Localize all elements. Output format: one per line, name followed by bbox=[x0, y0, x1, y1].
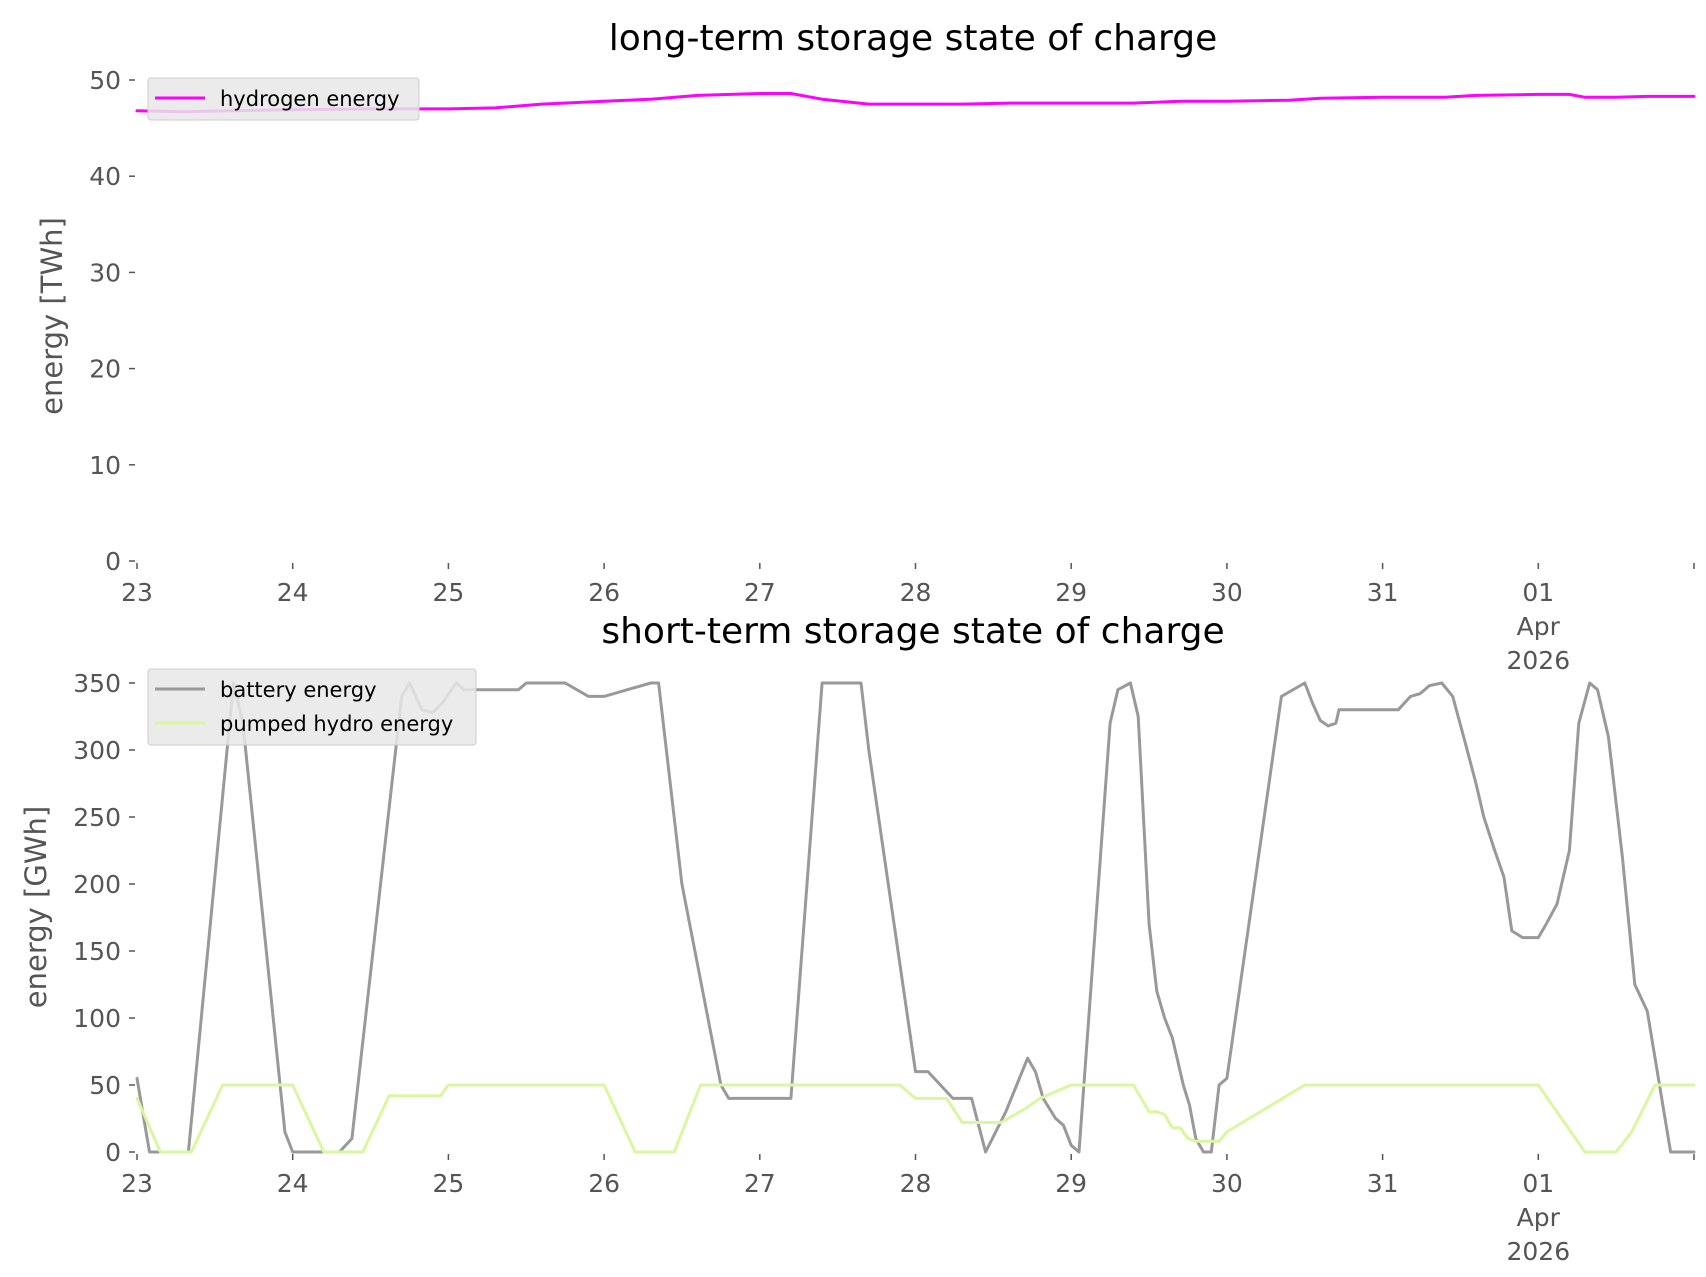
x-tick-label: 31 bbox=[1367, 1169, 1399, 1198]
y-tick-label: 300 bbox=[73, 736, 121, 765]
x-tick-label: 27 bbox=[744, 1169, 776, 1198]
chart-short-term: short-term storage state of charge energ… bbox=[19, 611, 1696, 1266]
legend-label-pumped-hydro: pumped hydro energy bbox=[220, 712, 453, 736]
y-tick-label: 100 bbox=[73, 1004, 121, 1033]
y-tick-label: 150 bbox=[73, 937, 121, 966]
x-tick-label: 2026 bbox=[1506, 646, 1570, 675]
legend-label-hydrogen: hydrogen energy bbox=[220, 87, 400, 111]
x-tick-label: 24 bbox=[277, 1169, 309, 1198]
x-axis-ticks: 23 24 25 26 27 28 29 30 31 01 Apr 2026 bbox=[121, 1154, 1695, 1266]
y-tick-label: 350 bbox=[73, 669, 121, 698]
y-tick-label: 50 bbox=[89, 1071, 121, 1100]
legend: battery energy pumped hydro energy bbox=[147, 668, 477, 746]
x-tick-label: 2026 bbox=[1506, 1237, 1570, 1266]
y-tick-label: 250 bbox=[73, 803, 121, 832]
chart-long-term: long-term storage state of charge energy… bbox=[35, 18, 1696, 675]
y-axis-label: energy [TWh] bbox=[35, 217, 69, 415]
x-tick-label: 29 bbox=[1055, 578, 1087, 607]
y-tick-label: 30 bbox=[89, 258, 121, 287]
y-tick-label: 40 bbox=[89, 162, 121, 191]
x-tick-label: 28 bbox=[900, 1169, 932, 1198]
x-tick-label: 23 bbox=[121, 578, 153, 607]
legend-box bbox=[147, 668, 477, 746]
series-line-pumped-hydro-energy bbox=[135, 1083, 1696, 1154]
x-tick-label: Apr bbox=[1517, 1203, 1561, 1232]
y-tick-label: 10 bbox=[89, 451, 121, 480]
y-tick-label: 0 bbox=[105, 1138, 121, 1167]
x-tick-label: 26 bbox=[588, 1169, 620, 1198]
y-axis-label: energy [GWh] bbox=[19, 806, 53, 1008]
y-tick-label: 200 bbox=[73, 870, 121, 899]
y-axis-ticks: 0 10 20 30 40 50 bbox=[89, 66, 135, 576]
legend: hydrogen energy bbox=[147, 77, 420, 121]
x-tick-label: 31 bbox=[1367, 578, 1399, 607]
y-tick-label: 0 bbox=[105, 547, 121, 576]
x-tick-label: 30 bbox=[1211, 1169, 1243, 1198]
legend-label-battery: battery energy bbox=[220, 678, 377, 702]
x-tick-label: 24 bbox=[277, 578, 309, 607]
x-tick-label: 27 bbox=[744, 578, 776, 607]
x-tick-label: 01 bbox=[1522, 1169, 1554, 1198]
series-line-battery-energy bbox=[135, 681, 1696, 1154]
series-line-hydrogen-energy bbox=[135, 92, 1696, 114]
x-tick-label: 01 bbox=[1522, 578, 1554, 607]
legend-box bbox=[147, 77, 420, 121]
x-tick-label: 25 bbox=[432, 578, 464, 607]
x-tick-label: 23 bbox=[121, 1169, 153, 1198]
plot-lines bbox=[135, 681, 1696, 1154]
y-tick-label: 50 bbox=[89, 66, 121, 95]
chart-title: short-term storage state of charge bbox=[601, 611, 1224, 652]
x-tick-label: Apr bbox=[1517, 612, 1561, 641]
x-tick-label: 29 bbox=[1055, 1169, 1087, 1198]
plot-lines bbox=[135, 92, 1696, 114]
x-axis-ticks: 23 24 25 26 27 28 29 30 31 01 Apr 2026 bbox=[121, 563, 1695, 675]
y-tick-label: 20 bbox=[89, 355, 121, 384]
x-tick-label: 25 bbox=[432, 1169, 464, 1198]
chart-title: long-term storage state of charge bbox=[609, 18, 1217, 59]
x-tick-label: 30 bbox=[1211, 578, 1243, 607]
y-axis-ticks: 0 50 100 150 200 250 300 350 bbox=[73, 669, 135, 1167]
x-tick-label: 26 bbox=[588, 578, 620, 607]
x-tick-label: 28 bbox=[900, 578, 932, 607]
